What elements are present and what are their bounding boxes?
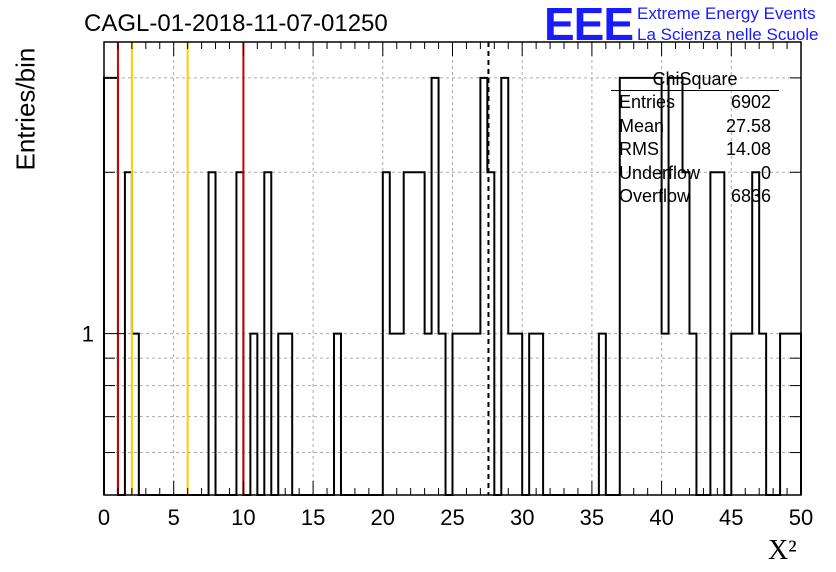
histogram-bin	[432, 78, 439, 495]
stats-value: 0	[760, 162, 771, 183]
x-tick-label: 35	[580, 505, 604, 530]
stats-value: 27.58	[725, 115, 771, 136]
x-tick-label: 50	[789, 505, 813, 530]
stats-label: Underflow	[619, 162, 701, 183]
x-tick-label: 10	[231, 505, 255, 530]
stats-title: ChiSquare	[611, 68, 779, 91]
y-axis-label: Entries/bin	[10, 47, 41, 171]
chart-title: CAGL-01-2018-11-07-01250	[84, 10, 388, 37]
x-tick-label: 30	[510, 505, 534, 530]
eee-logo: EEE	[544, 0, 634, 50]
stats-box: ChiSquare Entries 6902 Mean 27.58 RMS 14…	[611, 68, 779, 209]
stats-row-rms: RMS 14.08	[611, 138, 779, 162]
axis-ticks	[103, 42, 802, 495]
y-tick-label: 1	[82, 322, 94, 347]
stats-label: RMS	[619, 139, 659, 159]
stats-label: Overflow	[619, 186, 691, 206]
stats-row-mean: Mean 27.58	[611, 115, 779, 139]
axis-tick-labels: 0 5 10 15 20 25 30 35 40 45 50 1	[82, 322, 813, 530]
histogram-bin	[104, 78, 111, 495]
x-tick-label: 45	[719, 505, 743, 530]
vertical-markers	[116, 42, 490, 495]
x-tick-label: 25	[440, 505, 464, 530]
histogram-bin	[111, 78, 118, 495]
x-tick-label: 20	[371, 505, 395, 530]
histogram-bin	[501, 78, 508, 495]
x-tick-label: 0	[98, 505, 110, 530]
x-tick-label: 15	[301, 505, 325, 530]
x-tick-label: 40	[649, 505, 673, 530]
stats-value: 14.08	[725, 139, 771, 159]
logo-line-2: La Scienza nelle Scuole	[637, 25, 819, 44]
x-axis-label: X²	[768, 535, 797, 566]
x-tick-label: 5	[168, 505, 180, 530]
stats-value: 6902	[730, 92, 771, 112]
stats-value: 6836	[730, 186, 771, 206]
logo-line-1: Extreme Energy Events	[637, 4, 816, 23]
stats-label: Entries	[619, 92, 676, 112]
histogram-bin	[480, 78, 487, 495]
stats-row-entries: Entries 6902	[611, 91, 779, 115]
stats-row-overflow: Overflow 6836	[611, 185, 779, 209]
stats-row-underflow: Underflow 0	[611, 162, 779, 186]
stats-label: Mean	[619, 115, 665, 136]
